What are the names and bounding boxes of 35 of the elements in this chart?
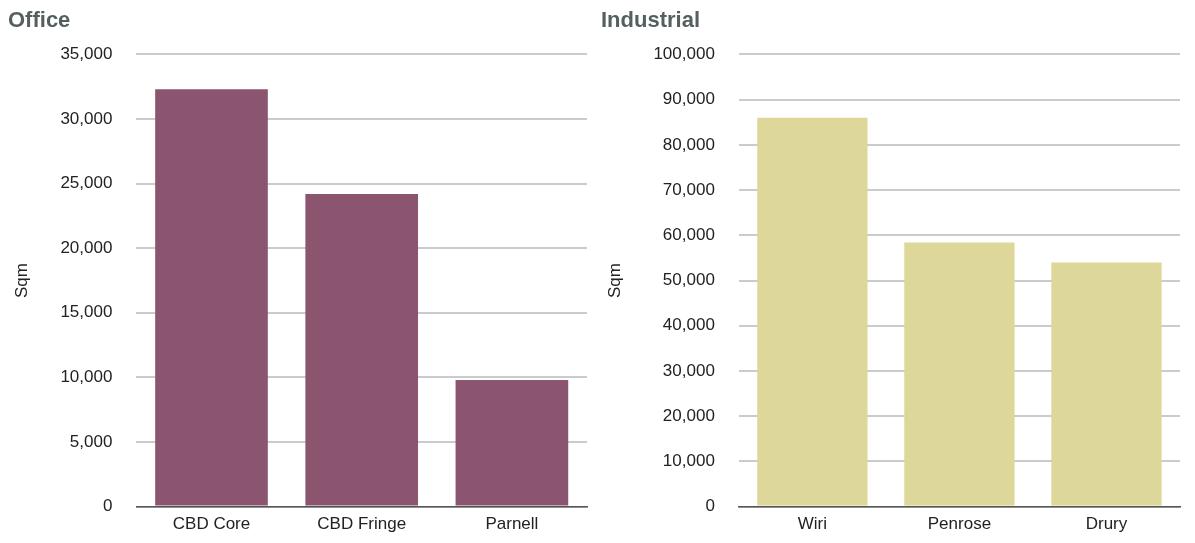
y-tick-label: 30,000	[662, 360, 715, 380]
y-tick-label: 20,000	[662, 405, 715, 425]
bar	[904, 242, 1015, 506]
y-tick-label: 35,000	[60, 44, 113, 64]
y-tick-label: 70,000	[662, 179, 715, 199]
y-tick-label: 100,000	[653, 44, 715, 64]
x-tick-label: CBD Core	[172, 514, 251, 534]
y-tick-label: 15,000	[60, 302, 113, 322]
y-tick-label: 50,000	[662, 270, 715, 290]
y-tick-label: 30,000	[60, 108, 113, 128]
y-tick-label: 0	[102, 496, 113, 516]
y-tick-label: 0	[705, 496, 715, 516]
y-tick-label: 90,000	[662, 89, 715, 109]
bar	[455, 379, 569, 506]
chart-title: Industrial	[601, 7, 701, 33]
x-tick-label: Penrose	[927, 514, 992, 534]
x-tick-label: Wiri	[797, 514, 828, 534]
y-tick-label: 20,000	[60, 237, 113, 257]
bar	[155, 89, 268, 506]
y-axis-title: Sqm	[11, 263, 31, 298]
chart-title: Office	[8, 7, 71, 33]
y-tick-label: 5,000	[69, 431, 113, 451]
x-tick-label: Drury	[1085, 514, 1128, 534]
bar	[1051, 262, 1162, 506]
y-axis-title: Sqm	[604, 263, 624, 298]
y-tick-label: 40,000	[662, 315, 715, 335]
y-tick-label: 10,000	[60, 367, 113, 387]
bar	[305, 193, 419, 506]
bar	[757, 117, 868, 506]
x-tick-label: CBD Fringe	[317, 514, 407, 534]
y-tick-label: 25,000	[60, 173, 113, 193]
x-tick-label: Parnell	[485, 514, 539, 534]
y-tick-label: 80,000	[662, 134, 715, 154]
y-tick-label: 60,000	[662, 224, 715, 244]
y-tick-label: 10,000	[662, 451, 715, 471]
